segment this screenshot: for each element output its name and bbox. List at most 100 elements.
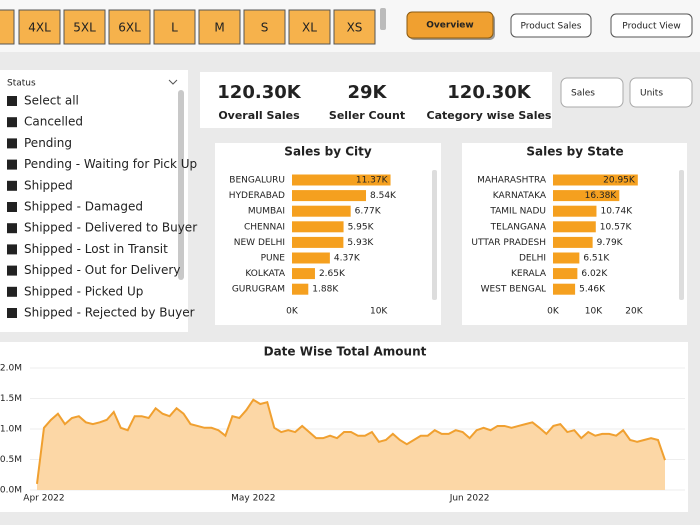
checkbox[interactable] (7, 286, 17, 297)
category-label: UTTAR PRADESH (471, 238, 546, 248)
bar (292, 190, 367, 202)
category-label: CHENNAI (244, 222, 285, 232)
size-button-label[interactable]: 5XL (73, 21, 96, 35)
size-button-label[interactable]: 6XL (118, 21, 141, 35)
kpi-card (200, 72, 552, 128)
value-label: 8.54K (370, 191, 397, 201)
value-label: 1.88K (312, 285, 339, 295)
size-button-label[interactable]: M (214, 21, 224, 35)
category-label: WEST BENGAL (481, 285, 546, 295)
category-label: TELANGANA (490, 222, 547, 232)
nav-button-label[interactable]: Overview (426, 21, 473, 31)
slicer-item[interactable]: Select all (24, 94, 79, 108)
checkbox[interactable] (7, 117, 17, 128)
size-button[interactable] (18, 9, 61, 45)
kpi-value: 120.30K (447, 82, 531, 103)
nav-button[interactable] (510, 13, 592, 38)
scrollbar (178, 90, 184, 280)
value-label: 10.57K (600, 222, 633, 232)
size-button[interactable] (153, 9, 196, 45)
category-label: GURUGRAM (232, 285, 285, 295)
checkbox[interactable] (7, 308, 17, 318)
nav-button-label[interactable]: Product View (622, 22, 680, 32)
category-label: TAMIL NADU (489, 207, 546, 217)
value-label: 4.37K (334, 254, 361, 264)
toggle-label[interactable]: Sales (571, 89, 595, 99)
category-label: KERALA (511, 269, 547, 279)
slicer-item[interactable]: Shipped - Delivered to Buyer (24, 221, 197, 235)
value-label: 6.77K (355, 207, 382, 217)
slicer-item[interactable]: Shipped - Damaged (24, 200, 143, 214)
category-label: HYDERABAD (229, 191, 285, 201)
category-label: MUMBAI (248, 207, 285, 217)
checkbox[interactable] (7, 138, 17, 149)
x-tick-label: Apr 2022 (23, 494, 64, 504)
y-tick-label: 2.0M (0, 364, 22, 374)
slicer-panel (0, 70, 188, 332)
checkbox[interactable] (7, 96, 17, 106)
size-button[interactable] (288, 9, 331, 45)
x-tick-label: Jun 2022 (449, 494, 490, 504)
value-label: 5.95K (348, 222, 375, 232)
bar (292, 268, 315, 280)
slicer-title: Status (7, 79, 36, 89)
bar (553, 283, 576, 295)
nav-button[interactable] (610, 13, 693, 38)
slicer-item[interactable]: Shipped - Out for Delivery (24, 263, 180, 277)
toggle-button[interactable] (560, 77, 624, 108)
checkbox[interactable] (7, 202, 17, 212)
size-button[interactable] (108, 9, 151, 45)
y-tick-label: 0.5M (0, 455, 22, 465)
size-button-label[interactable]: XL (302, 21, 317, 35)
kpi-label: Category wise Sales (427, 109, 552, 122)
checkbox[interactable] (7, 244, 17, 255)
scrollbar (380, 8, 386, 30)
bar (553, 205, 597, 217)
bar (292, 236, 344, 248)
checkbox[interactable] (7, 159, 17, 170)
chevron[interactable] (168, 79, 178, 85)
chart-panel (462, 143, 687, 325)
area-line (36, 398, 666, 485)
chart-title: Date Wise Total Amount (264, 345, 427, 359)
bar (292, 252, 330, 264)
nav-button-label[interactable]: Product Sales (521, 22, 582, 32)
checkbox[interactable] (7, 180, 17, 191)
chart-title: Sales by City (284, 145, 372, 159)
category-label: DELHI (519, 254, 546, 264)
partial-button[interactable] (0, 9, 15, 45)
size-button-label[interactable]: 4XL (28, 21, 51, 35)
slicer-item[interactable]: Cancelled (24, 115, 83, 129)
slicer-item[interactable]: Pending - Waiting for Pick Up (24, 157, 197, 171)
size-button[interactable] (63, 9, 106, 45)
slicer-item[interactable]: Shipped - Lost in Transit (24, 242, 168, 256)
checkbox[interactable] (7, 265, 17, 276)
slicer-item[interactable]: Shipped (24, 178, 73, 192)
size-button-label[interactable]: S (261, 21, 269, 35)
x-tick-label: 20K (625, 307, 643, 317)
value-label: 11.37K (356, 176, 389, 186)
bar (553, 221, 596, 233)
category-label: MAHARASHTRA (477, 176, 547, 186)
category-label: KOLKATA (245, 269, 286, 279)
value-label: 5.46K (579, 285, 606, 295)
size-button-label[interactable]: XS (347, 21, 363, 35)
slicer-item[interactable]: Shipped - Picked Up (24, 284, 143, 298)
bar (553, 268, 578, 280)
slicer-item[interactable]: Shipped - Rejected by Buyer (24, 306, 195, 320)
toggle-label[interactable]: Units (640, 89, 663, 99)
nav-button[interactable] (406, 11, 494, 39)
size-button[interactable] (198, 9, 241, 45)
slicer-item[interactable]: Pending (24, 136, 72, 150)
value-label: 2.65K (319, 269, 346, 279)
size-button-label[interactable]: L (171, 21, 178, 35)
x-tick-label: May 2022 (231, 494, 275, 504)
size-button[interactable] (243, 9, 286, 45)
chart-panel (215, 143, 441, 325)
size-button[interactable] (333, 9, 376, 45)
category-label: KARNATAKA (493, 191, 547, 201)
area-fill (37, 399, 665, 490)
toggle-button[interactable] (629, 77, 693, 108)
checkbox[interactable] (7, 223, 17, 234)
